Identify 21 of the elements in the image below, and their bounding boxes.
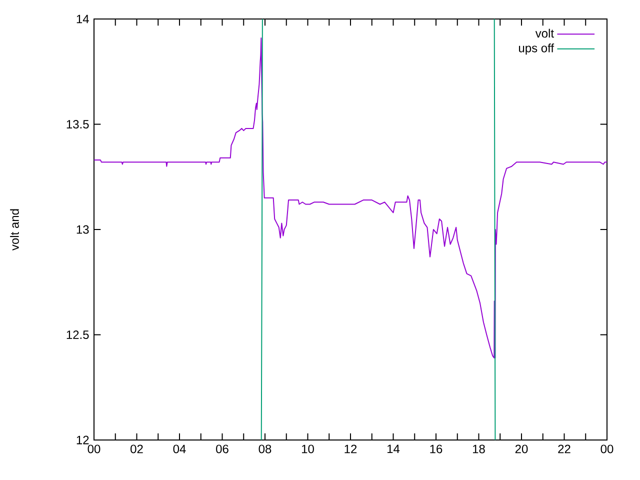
y-tick-label: 12.5: [66, 330, 89, 340]
x-tick-label: 10: [302, 444, 314, 454]
x-tick-label: 16: [430, 444, 442, 454]
x-tick-label: 18: [472, 444, 485, 454]
y-axis-title: volt and: [10, 209, 19, 250]
y-tick-label: 13: [76, 225, 89, 234]
x-tick-label: 00: [88, 444, 100, 454]
x-tick-label: 06: [216, 444, 228, 454]
legend-label: ups off: [519, 44, 554, 55]
y-tick-label: 14: [76, 14, 89, 24]
x-tick-label: 02: [130, 444, 143, 454]
x-tick-label: 20: [515, 444, 528, 454]
legend-label: volt: [535, 28, 554, 38]
x-tick-label: 22: [558, 444, 570, 454]
x-tick-label: 04: [173, 444, 186, 454]
x-tick-label: 12: [344, 444, 357, 454]
x-tick-label: 14: [387, 444, 400, 453]
y-tick-label: 13.5: [66, 120, 89, 129]
x-tick-label: 00: [600, 444, 614, 454]
x-tick-label: 08: [258, 444, 272, 454]
y-tick-label: 12: [76, 436, 89, 444]
